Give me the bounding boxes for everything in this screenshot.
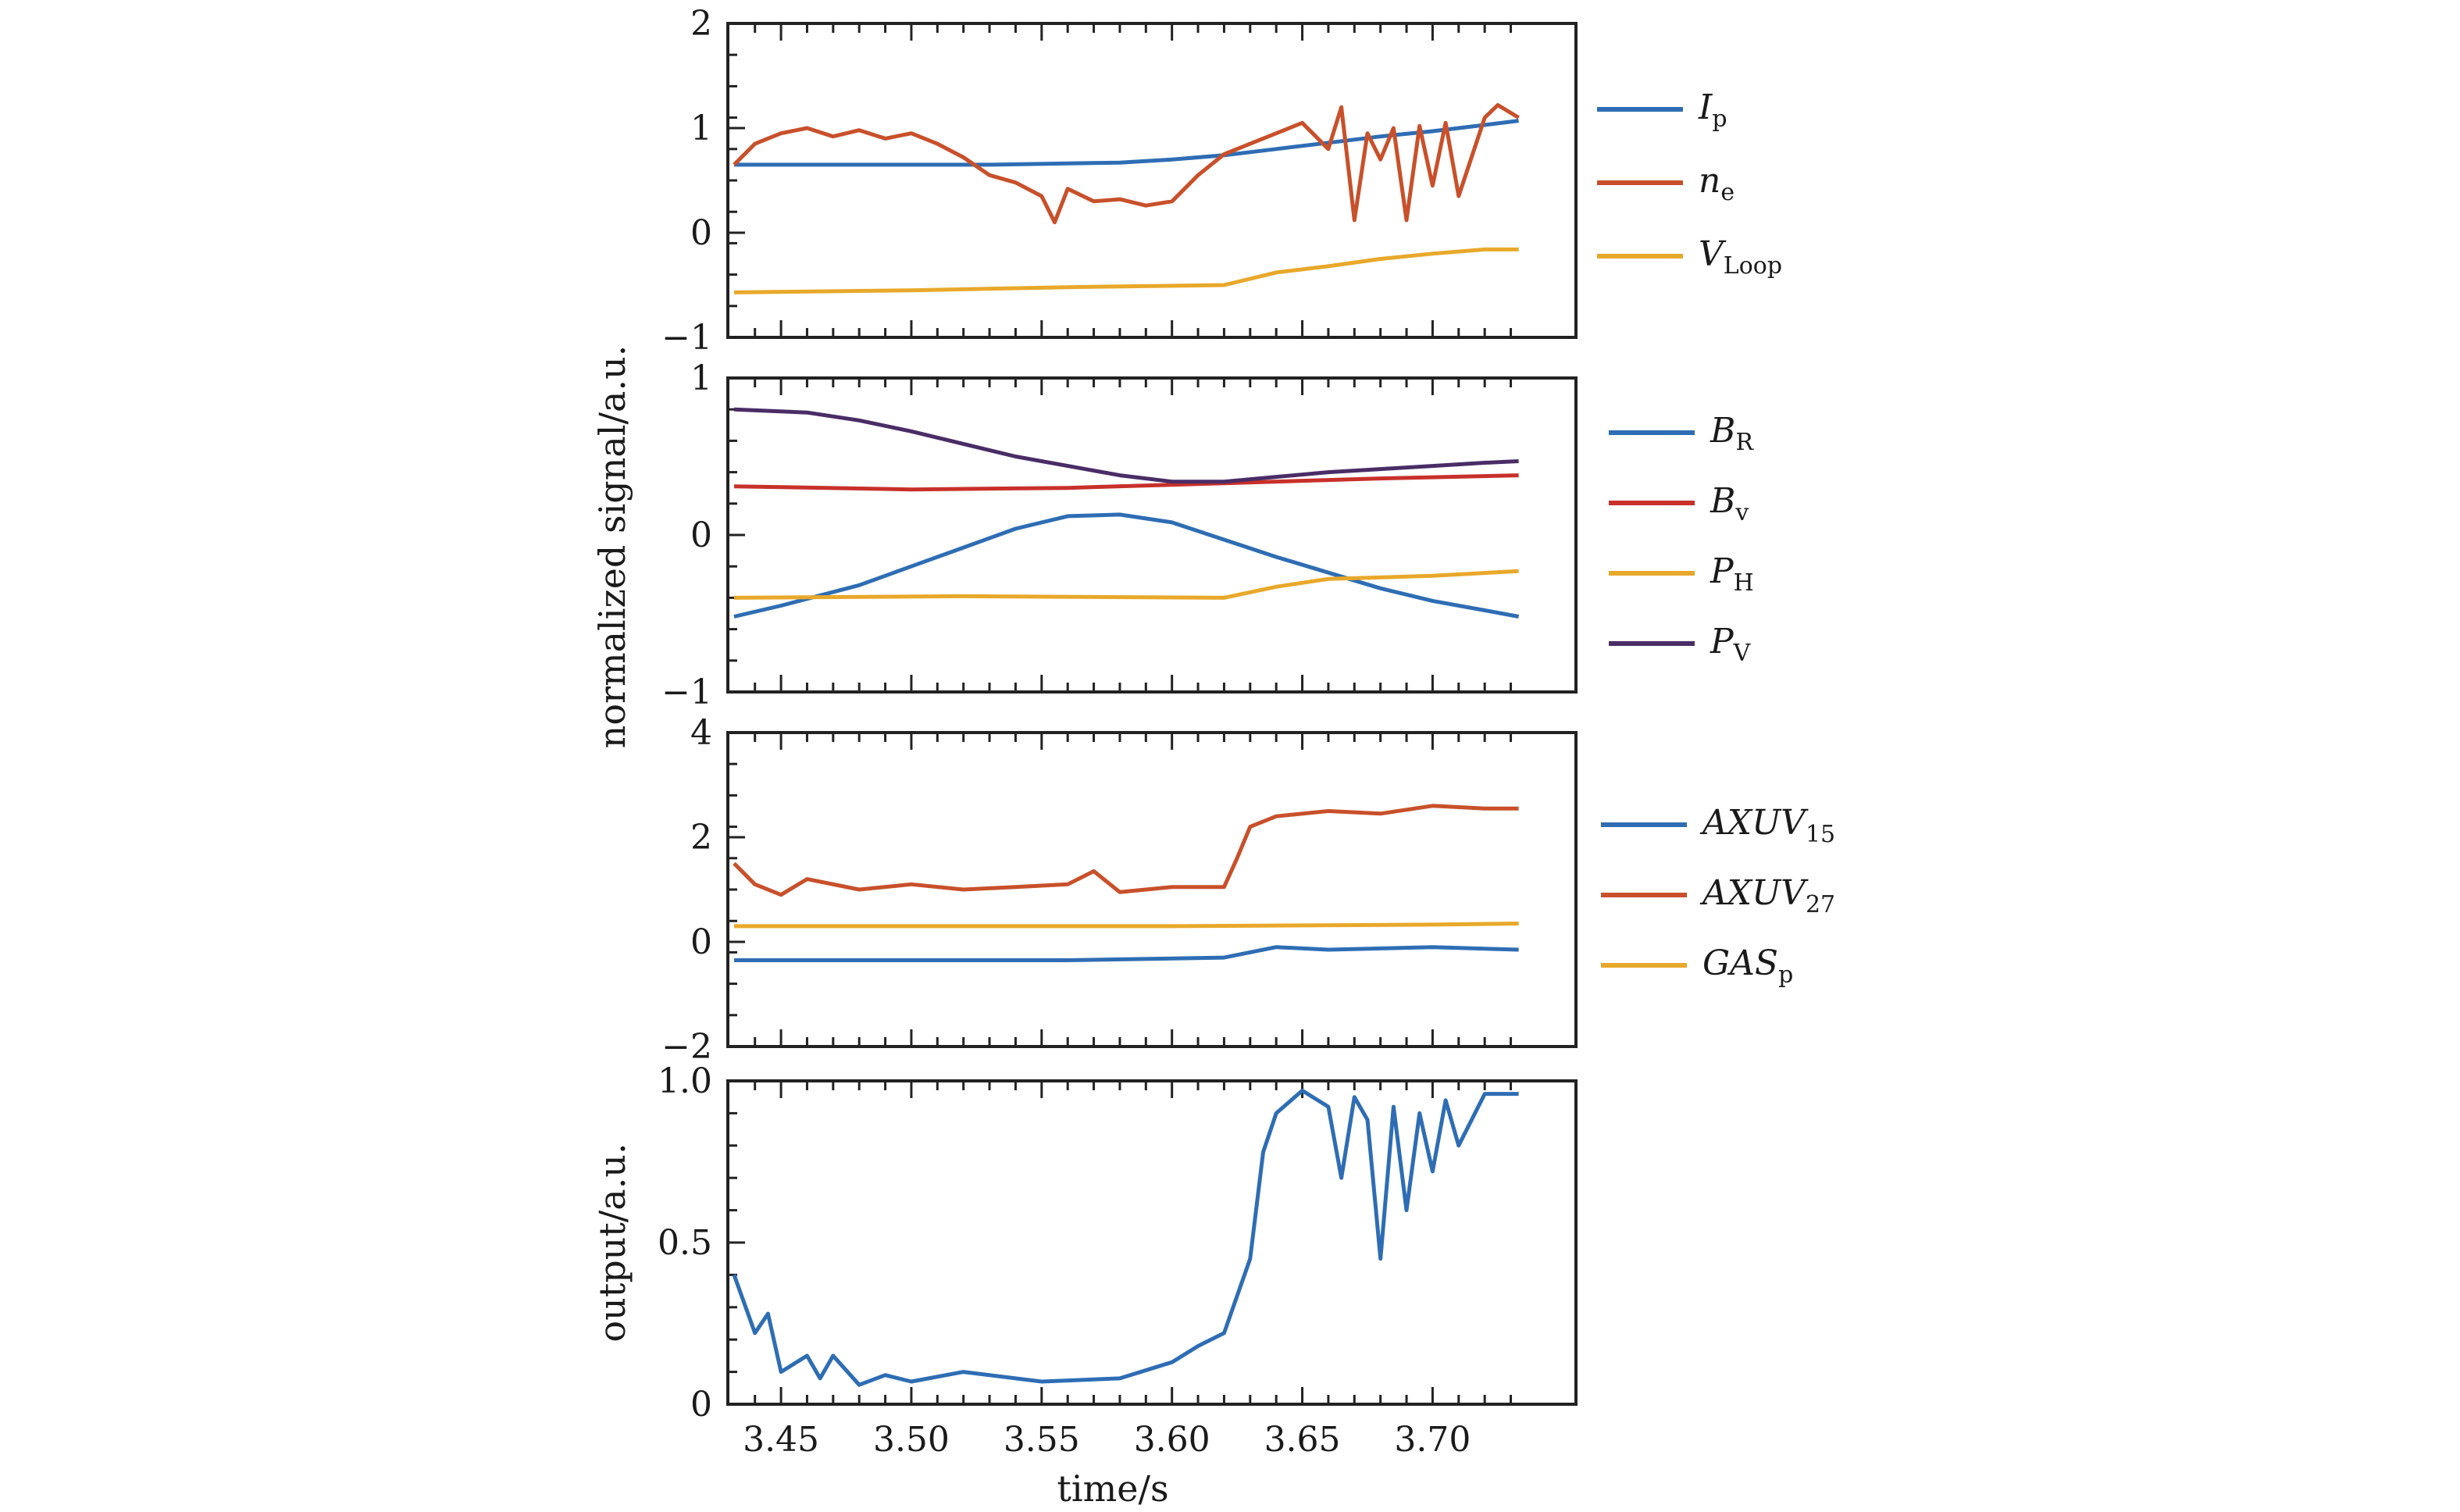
legend-label: Ip xyxy=(1698,87,1727,133)
series-line-0 xyxy=(732,1088,1519,1387)
plot-frame xyxy=(726,1079,1578,1406)
y-tick-label: −2 xyxy=(661,1027,712,1067)
x-axis-label: time/s xyxy=(1057,1467,1168,1510)
legend-label: PV xyxy=(1710,622,1752,667)
legend-label: PH xyxy=(1710,551,1754,597)
y-tick-label: 0 xyxy=(690,213,712,253)
legend-label: VLoop xyxy=(1699,234,1782,280)
series-line-1 xyxy=(733,473,1519,492)
x-tick-label: 3.65 xyxy=(1264,1420,1341,1460)
panel-bottom: 1.0 0.5 0 3.45 3.50 3.55 3.60 3.65 3.70 time/s out… xyxy=(591,1061,1578,1510)
series-line-0 xyxy=(734,119,1519,167)
panel-top: 2 1 0 −1 Ip ne VLoop xyxy=(661,4,1782,358)
legend-label: GASp xyxy=(1702,943,1793,989)
y-tick-label: 1 xyxy=(690,358,712,398)
plot-frame xyxy=(726,376,1578,694)
y-tick-label: 4 xyxy=(690,713,712,753)
legend-label: BR xyxy=(1710,411,1754,456)
legend-label: AXUV15 xyxy=(1699,803,1835,848)
y-tick-label: 0 xyxy=(690,922,712,962)
y-tick-label: 2 xyxy=(690,4,712,44)
legend-label: AXUV27 xyxy=(1699,873,1835,918)
x-tick-label: 3.45 xyxy=(743,1420,819,1460)
x-tick-label: 3.70 xyxy=(1394,1420,1471,1460)
panels: 2 1 0 −1 Ip ne VLoop 1 0 −1 BR Bv PH PV 4 2 0 −2 AXUV15 AXU… xyxy=(591,4,1835,1510)
y-axis-label: output/a.u. xyxy=(591,1143,633,1342)
y-tick-label: 2 xyxy=(690,818,712,858)
x-tick-label: 3.50 xyxy=(873,1420,950,1460)
panel-second: 1 0 −1 BR Bv PH PV xyxy=(661,358,1754,712)
legend-label: ne xyxy=(1699,161,1734,206)
panel-third: 4 2 0 −2 AXUV15 AXUV27 GASp xyxy=(661,713,1835,1067)
series-line-0 xyxy=(733,512,1520,619)
series-line-2 xyxy=(734,922,1519,929)
y-tick-label: 0 xyxy=(690,1385,712,1425)
x-tick-label: 3.60 xyxy=(1134,1420,1210,1460)
y-tick-label: −1 xyxy=(661,318,712,358)
series-line-3 xyxy=(733,407,1519,484)
y-tick-label: 1 xyxy=(690,109,712,148)
series-line-1 xyxy=(733,804,1519,897)
y-tick-label: 0.5 xyxy=(658,1223,712,1263)
y-tick-label: 1.0 xyxy=(658,1061,712,1101)
legend-label: Bv xyxy=(1710,481,1749,526)
y-tick-label: 0 xyxy=(690,515,712,555)
series-line-2 xyxy=(733,247,1519,294)
shared-y-axis-label: normalized signal/a.u. xyxy=(591,345,633,749)
series-line-1 xyxy=(733,103,1520,225)
y-tick-label: −1 xyxy=(661,672,712,712)
x-tick-label: 3.55 xyxy=(1004,1420,1080,1460)
series-line-0 xyxy=(734,945,1519,962)
series-line-2 xyxy=(733,569,1519,600)
